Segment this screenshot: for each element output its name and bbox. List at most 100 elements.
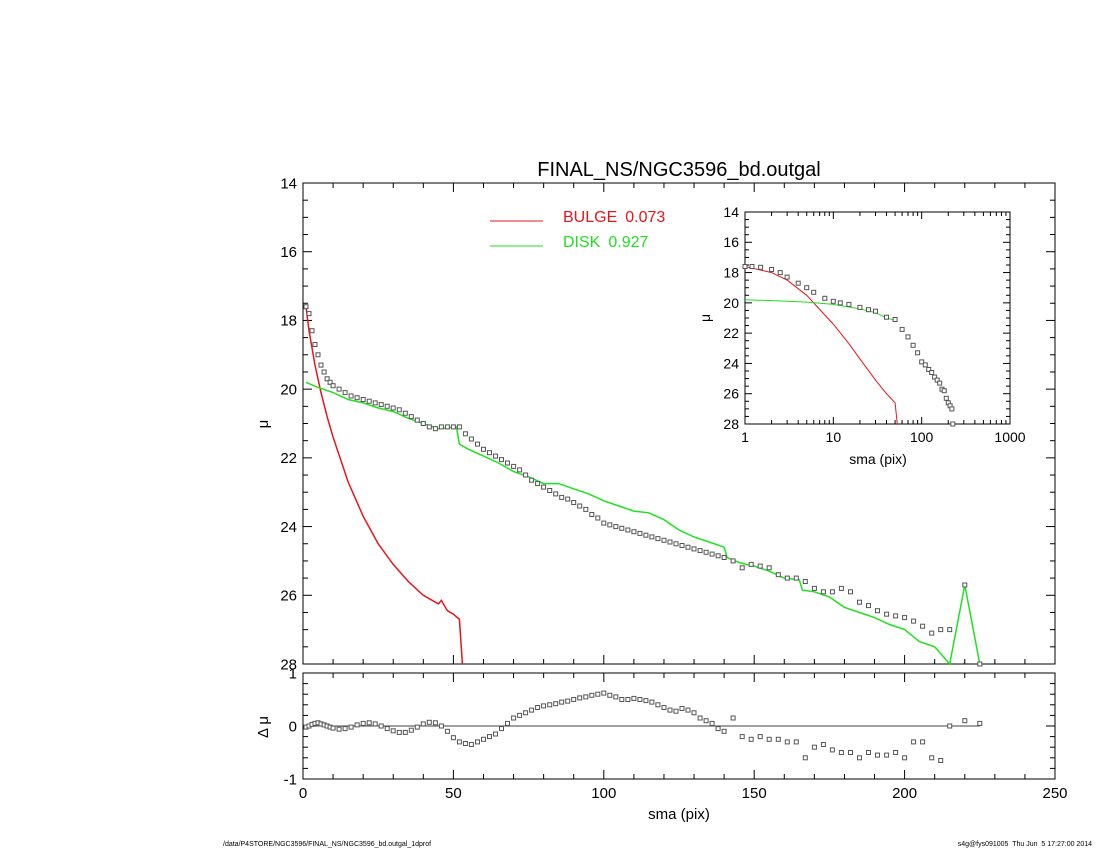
y-tick-label: 24 [280, 519, 297, 536]
data-point [330, 383, 336, 389]
data-point [511, 715, 517, 721]
data-point [309, 328, 315, 334]
data-point [820, 742, 826, 747]
data-point [625, 527, 631, 533]
data-point [721, 555, 727, 560]
data-point [679, 706, 685, 711]
inset-x-axis-label: sma (pix) [849, 451, 907, 467]
data-point [583, 694, 589, 700]
data-point [547, 488, 553, 493]
data-point [709, 720, 715, 726]
data-point [432, 426, 438, 432]
data-point [444, 424, 450, 430]
x-tick-label: 100 [910, 429, 934, 445]
data-point [511, 463, 517, 469]
data-point [541, 484, 547, 490]
disk-line [305, 381, 981, 666]
data-point [565, 698, 571, 704]
data-point [709, 551, 715, 557]
data-point [715, 553, 721, 559]
data-point [811, 585, 817, 591]
data-point [661, 537, 667, 543]
data-point [571, 500, 577, 505]
data-point [426, 719, 432, 725]
main-series [303, 304, 983, 667]
legend: BULGE 0.073 DISK 0.927 [490, 209, 665, 251]
data-point [804, 285, 810, 291]
data-point [846, 301, 852, 307]
data-point [324, 376, 330, 382]
residual-y-axis-label: Δ μ [255, 716, 272, 738]
data-point [775, 736, 781, 742]
data-point [601, 690, 607, 696]
data-point [655, 536, 661, 542]
data-point [523, 710, 529, 716]
data-point [336, 386, 342, 392]
data-point [929, 630, 935, 636]
data-point [583, 506, 589, 512]
data-point [517, 467, 523, 473]
data-point [378, 723, 384, 729]
data-point [330, 725, 336, 731]
data-point [899, 326, 905, 332]
data-point [793, 575, 799, 581]
data-point [468, 436, 474, 442]
data-point [784, 739, 790, 745]
y-tick-label: 26 [280, 588, 297, 605]
data-point [354, 722, 360, 728]
data-point [802, 755, 808, 761]
data-point [342, 390, 348, 396]
data-point [884, 611, 890, 617]
legend-bulge-label: BULGE 0.073 [563, 209, 665, 226]
data-point [766, 736, 772, 742]
data-point [837, 300, 843, 306]
data-point [360, 397, 366, 402]
data-point [613, 524, 619, 530]
data-point [529, 477, 535, 483]
data-point [408, 727, 414, 733]
data-point [456, 739, 462, 745]
data-point [348, 393, 354, 399]
data-point [475, 739, 480, 745]
data-point [372, 400, 378, 406]
data-point [315, 352, 321, 358]
data-point [595, 691, 601, 697]
chart-title: FINAL_NS/NGC3596_bd.outgal [537, 159, 821, 181]
data-point [715, 726, 721, 732]
data-point [667, 539, 673, 545]
data-point [884, 314, 889, 320]
data-point [685, 707, 691, 713]
data-point [450, 735, 456, 741]
data-point [830, 298, 836, 304]
data-point [673, 708, 679, 714]
data-point [303, 304, 309, 310]
y-tick-label: -1 [284, 771, 297, 788]
data-point [342, 726, 348, 732]
main-panel: 14 16 18 20 22 24 26 28 μ BULGE 0.073 DISK 0.927 [255, 175, 1056, 673]
data-point [926, 367, 932, 372]
data-point [312, 342, 318, 347]
data-point [748, 736, 754, 742]
data-point [962, 718, 968, 724]
x-tick-label: 1 [741, 429, 749, 445]
data-point [838, 750, 844, 755]
x-axis-label: sma (pix) [648, 806, 710, 823]
data-point [517, 712, 523, 718]
data-point [360, 720, 366, 726]
data-point [811, 289, 817, 295]
data-point [766, 565, 772, 571]
data-point [595, 515, 601, 521]
y-tick-label: 28 [280, 656, 297, 673]
data-point [943, 395, 949, 401]
data-point [643, 532, 649, 538]
data-point [589, 692, 595, 698]
data-point [811, 744, 817, 750]
data-point [619, 697, 625, 702]
legend-disk-label: DISK 0.927 [563, 234, 648, 251]
data-point [505, 460, 510, 466]
main-y-axis-label: μ [255, 420, 272, 429]
data-point [481, 446, 486, 452]
y-tick-label: 20 [280, 381, 297, 398]
data-point [932, 374, 938, 380]
